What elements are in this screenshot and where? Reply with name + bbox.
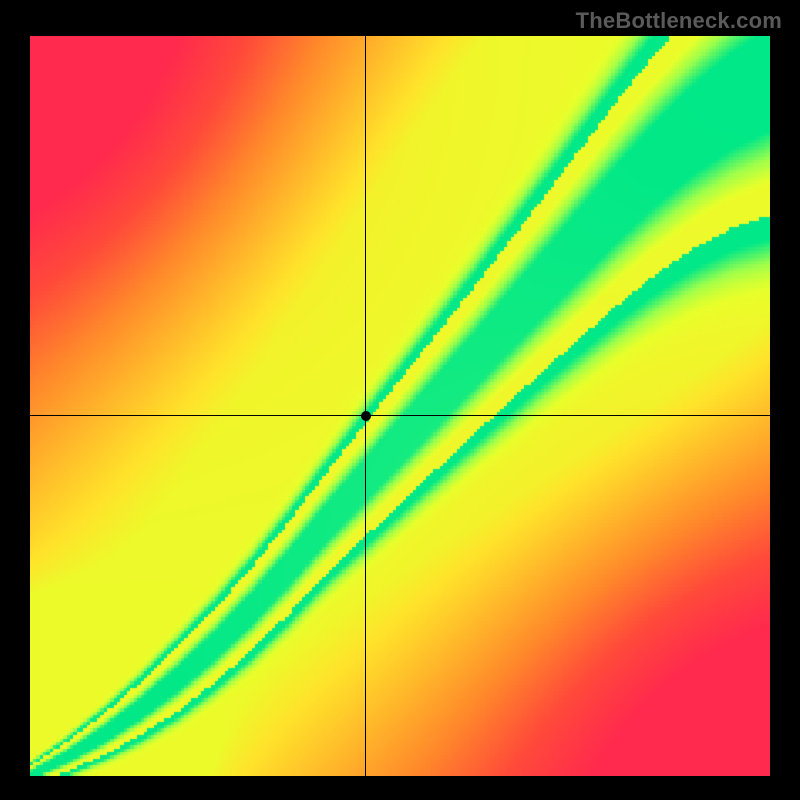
crosshair-vertical bbox=[365, 36, 366, 776]
crosshair-horizontal bbox=[30, 415, 770, 416]
heatmap-plot bbox=[30, 36, 770, 776]
chart-container: TheBottleneck.com bbox=[0, 0, 800, 800]
watermark-text: TheBottleneck.com bbox=[576, 8, 782, 34]
marker-point bbox=[361, 411, 371, 421]
heatmap-canvas bbox=[30, 36, 770, 776]
